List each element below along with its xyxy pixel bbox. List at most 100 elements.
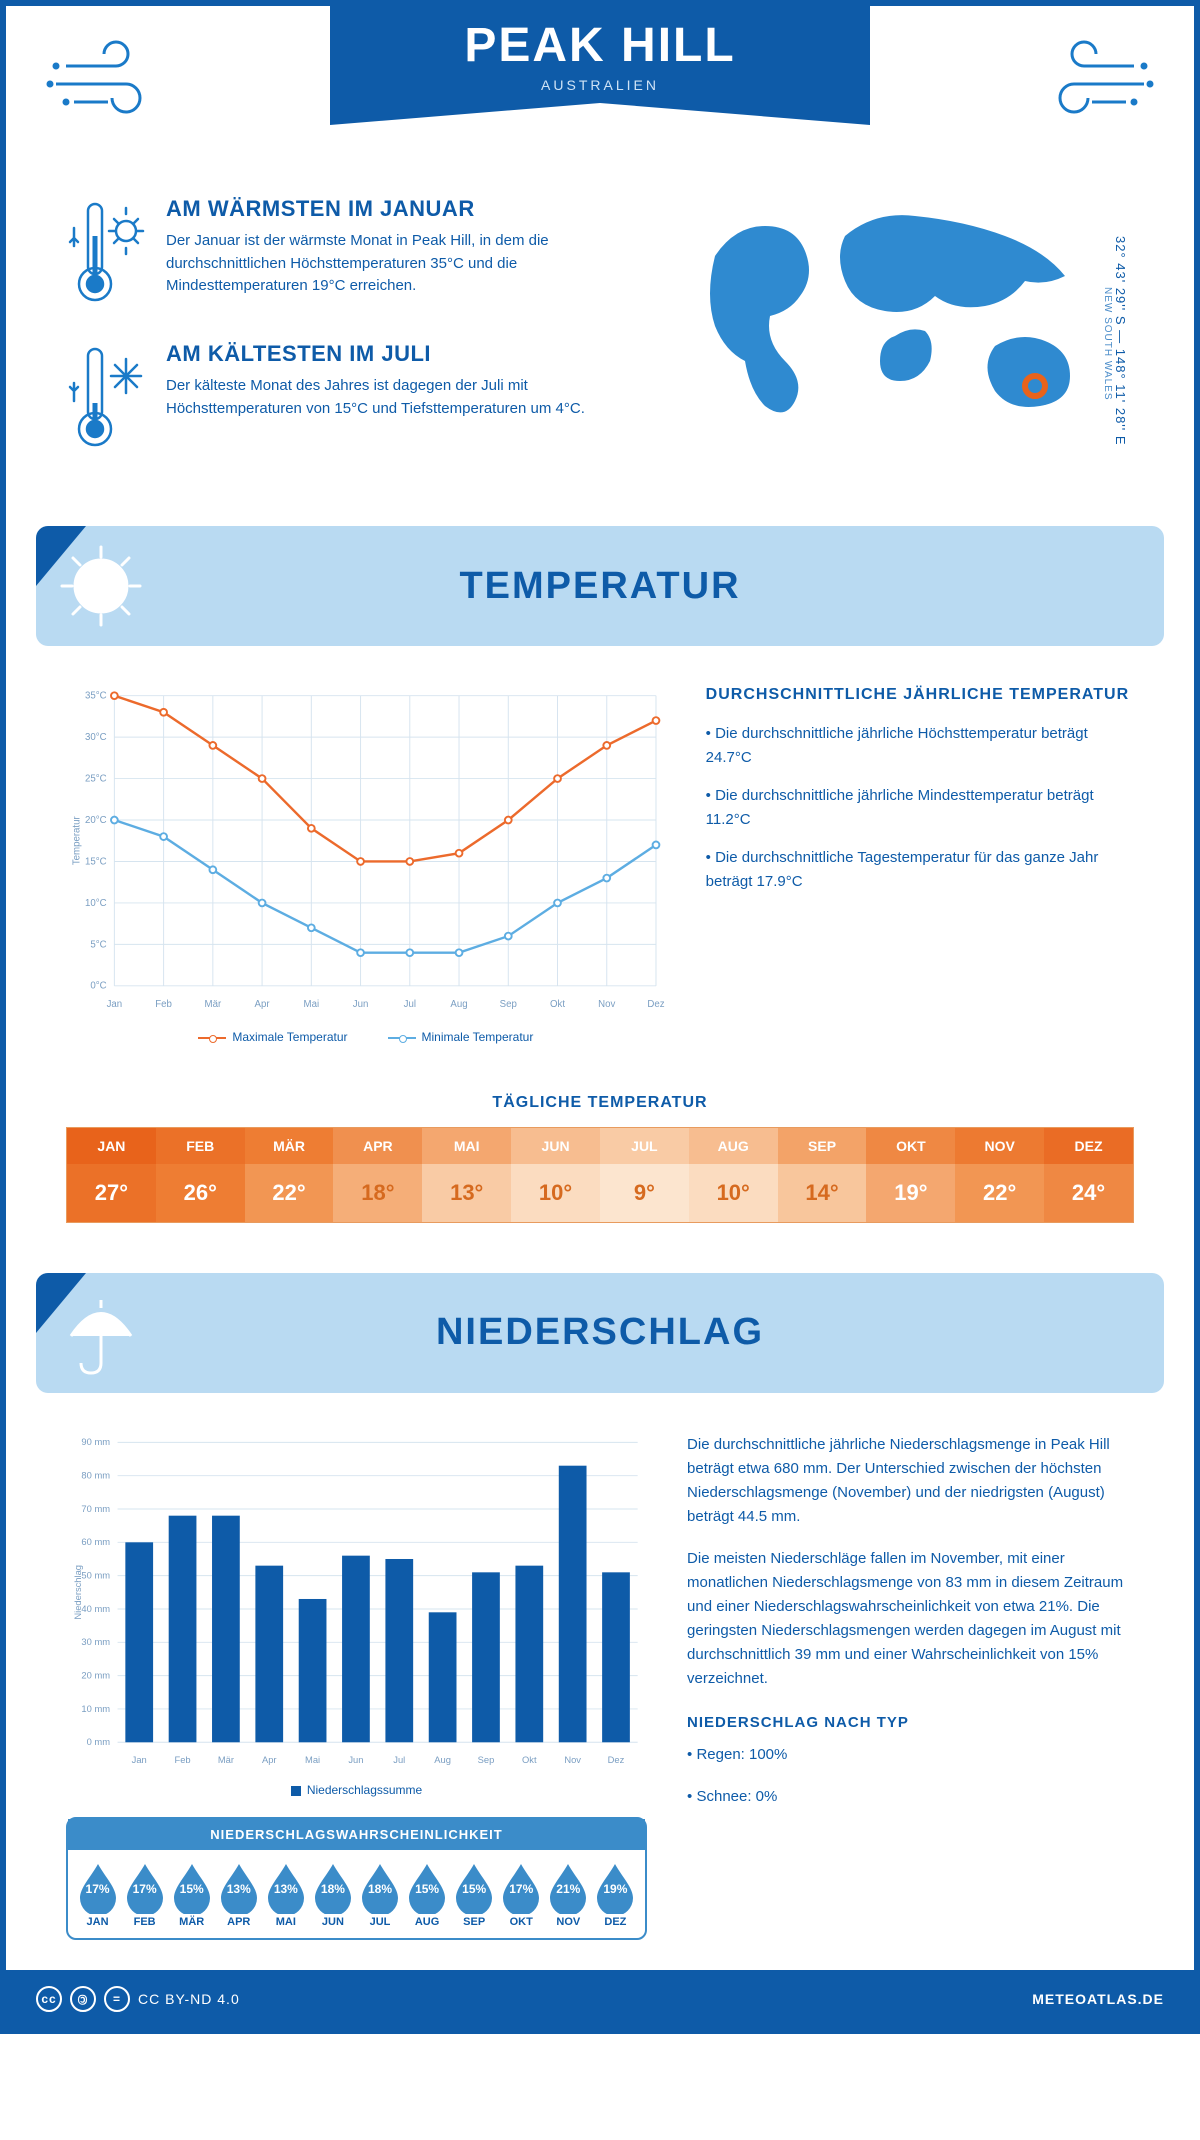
svg-text:Jul: Jul bbox=[393, 1755, 405, 1765]
svg-text:Jun: Jun bbox=[348, 1755, 363, 1765]
legend-min: Minimale Temperatur bbox=[422, 1030, 534, 1044]
svg-text:Niederschlag: Niederschlag bbox=[73, 1565, 83, 1620]
svg-text:Feb: Feb bbox=[174, 1755, 190, 1765]
cc-icon: cc bbox=[36, 1986, 62, 2012]
precip-probability-box: NIEDERSCHLAGSWAHRSCHEINLICHKEIT 17% JAN … bbox=[66, 1817, 647, 1940]
daily-temp-title: TÄGLICHE TEMPERATUR bbox=[6, 1094, 1194, 1112]
bytype-item: • Schnee: 0% bbox=[687, 1785, 1134, 1809]
coords-value: 32° 43' 29'' S — 148° 11' 28'' E bbox=[1113, 236, 1128, 446]
fact-text: Der kälteste Monat des Jahres ist dagege… bbox=[166, 375, 654, 420]
daily-col: MAI 13° bbox=[422, 1128, 511, 1222]
svg-text:Apr: Apr bbox=[255, 999, 271, 1010]
temperature-chart: 0°C5°C10°C15°C20°C25°C30°C35°CJanFebMärA… bbox=[66, 686, 666, 1044]
chart-legend: Niederschlagssumme bbox=[66, 1783, 647, 1797]
page-subtitle: AUSTRALIEN bbox=[350, 77, 850, 93]
prob-drop: 17% JAN bbox=[76, 1862, 120, 1928]
svg-text:35°C: 35°C bbox=[85, 691, 107, 702]
chart-legend: Maximale Temperatur Minimale Temperatur bbox=[66, 1030, 666, 1044]
infographic-frame: PEAK HILL AUSTRALIEN bbox=[0, 0, 1200, 2034]
legend-max: Maximale Temperatur bbox=[232, 1030, 347, 1044]
prob-drop: 18% JUL bbox=[358, 1862, 402, 1928]
temperature-summary: DURCHSCHNITTLICHE JÄHRLICHE TEMPERATUR •… bbox=[706, 686, 1134, 1044]
svg-text:Mai: Mai bbox=[304, 999, 320, 1010]
daily-col: MÄR 22° bbox=[245, 1128, 334, 1222]
section-banner-precip: NIEDERSCHLAG bbox=[36, 1273, 1164, 1393]
summary-point: • Die durchschnittliche Tagestemperatur … bbox=[706, 846, 1134, 894]
coordinates: 32° 43' 29'' S — 148° 11' 28'' E NEW SOU… bbox=[1096, 196, 1134, 486]
prob-drop: 17% FEB bbox=[123, 1862, 167, 1928]
svg-text:5°C: 5°C bbox=[90, 939, 106, 950]
prob-drop: 13% APR bbox=[217, 1862, 261, 1928]
svg-text:Okt: Okt bbox=[550, 999, 565, 1010]
fact-title: AM KÄLTESTEN IM JULI bbox=[166, 341, 654, 367]
wind-icon bbox=[46, 36, 166, 131]
daily-temp-table: JAN 27°FEB 26°MÄR 22°APR 18°MAI 13°JUN 1… bbox=[66, 1127, 1134, 1223]
daily-col: NOV 22° bbox=[955, 1128, 1044, 1222]
svg-text:Temperatur: Temperatur bbox=[72, 816, 83, 866]
precip-paragraph: Die meisten Niederschläge fallen im Nove… bbox=[687, 1547, 1134, 1691]
prob-drop: 18% JUN bbox=[311, 1862, 355, 1928]
prob-drop: 17% OKT bbox=[499, 1862, 543, 1928]
summary-point: • Die durchschnittliche jährliche Höchst… bbox=[706, 722, 1134, 770]
svg-text:10°C: 10°C bbox=[85, 898, 107, 909]
precip-paragraph: Die durchschnittliche jährliche Niedersc… bbox=[687, 1433, 1134, 1529]
summary-title: DURCHSCHNITTLICHE JÄHRLICHE TEMPERATUR bbox=[706, 686, 1134, 704]
bytype-title: NIEDERSCHLAG NACH TYP bbox=[687, 1711, 1134, 1735]
nd-icon: = bbox=[104, 1986, 130, 2012]
svg-text:Feb: Feb bbox=[155, 999, 172, 1010]
world-map-icon bbox=[694, 196, 1096, 486]
svg-text:Aug: Aug bbox=[450, 999, 467, 1010]
svg-text:30 mm: 30 mm bbox=[81, 1637, 110, 1647]
svg-text:Apr: Apr bbox=[262, 1755, 277, 1765]
precip-chart: 0 mm10 mm20 mm30 mm40 mm50 mm60 mm70 mm8… bbox=[66, 1433, 647, 1797]
svg-text:15°C: 15°C bbox=[85, 856, 107, 867]
daily-col: DEZ 24° bbox=[1044, 1128, 1133, 1222]
svg-text:Sep: Sep bbox=[478, 1755, 495, 1765]
svg-text:60 mm: 60 mm bbox=[81, 1537, 110, 1547]
page-title: PEAK HILL bbox=[350, 18, 850, 73]
svg-text:20°C: 20°C bbox=[85, 815, 107, 826]
precip-text: Die durchschnittliche jährliche Niedersc… bbox=[687, 1433, 1134, 1940]
svg-text:80 mm: 80 mm bbox=[81, 1470, 110, 1480]
section-title: NIEDERSCHLAG bbox=[166, 1311, 1164, 1354]
svg-text:Nov: Nov bbox=[598, 999, 615, 1010]
location-panel: 32° 43' 29'' S — 148° 11' 28'' E NEW SOU… bbox=[694, 196, 1134, 486]
fact-title: AM WÄRMSTEN IM JANUAR bbox=[166, 196, 654, 222]
svg-text:Mär: Mär bbox=[218, 1755, 234, 1765]
svg-text:Nov: Nov bbox=[564, 1755, 581, 1765]
svg-text:50 mm: 50 mm bbox=[81, 1570, 110, 1580]
svg-text:Aug: Aug bbox=[434, 1755, 451, 1765]
section-title: TEMPERATUR bbox=[166, 565, 1164, 608]
thermometer-hot-icon bbox=[66, 196, 146, 311]
svg-text:30°C: 30°C bbox=[85, 732, 107, 743]
prob-drop: 21% NOV bbox=[546, 1862, 590, 1928]
svg-text:0°C: 0°C bbox=[90, 981, 106, 992]
svg-text:0 mm: 0 mm bbox=[87, 1737, 111, 1747]
svg-text:Mär: Mär bbox=[205, 999, 222, 1010]
svg-text:90 mm: 90 mm bbox=[81, 1437, 110, 1447]
svg-text:Dez: Dez bbox=[608, 1755, 625, 1765]
umbrella-icon bbox=[36, 1273, 166, 1393]
prob-drop: 15% AUG bbox=[405, 1862, 449, 1928]
wind-icon bbox=[1034, 36, 1154, 131]
fact-text: Der Januar ist der wärmste Monat in Peak… bbox=[166, 230, 654, 298]
footer: cc 🄯 = CC BY-ND 4.0 METEOATLAS.DE bbox=[6, 1970, 1194, 2028]
svg-text:Jul: Jul bbox=[404, 999, 416, 1010]
svg-text:40 mm: 40 mm bbox=[81, 1604, 110, 1614]
svg-text:Sep: Sep bbox=[500, 999, 517, 1010]
svg-text:Jan: Jan bbox=[107, 999, 123, 1010]
daily-col: FEB 26° bbox=[156, 1128, 245, 1222]
prob-drop: 15% SEP bbox=[452, 1862, 496, 1928]
svg-text:Jun: Jun bbox=[353, 999, 369, 1010]
prob-title: NIEDERSCHLAGSWAHRSCHEINLICHKEIT bbox=[68, 1819, 645, 1850]
svg-text:Okt: Okt bbox=[522, 1755, 537, 1765]
bytype-item: • Regen: 100% bbox=[687, 1743, 1134, 1767]
daily-col: SEP 14° bbox=[778, 1128, 867, 1222]
svg-text:Mai: Mai bbox=[305, 1755, 320, 1765]
daily-col: OKT 19° bbox=[866, 1128, 955, 1222]
region-label: NEW SOUTH WALES bbox=[1102, 212, 1113, 476]
daily-col: APR 18° bbox=[333, 1128, 422, 1222]
license-text: CC BY-ND 4.0 bbox=[138, 1991, 240, 2007]
site-name: METEOATLAS.DE bbox=[1032, 1991, 1164, 2007]
header: PEAK HILL AUSTRALIEN bbox=[6, 6, 1194, 186]
